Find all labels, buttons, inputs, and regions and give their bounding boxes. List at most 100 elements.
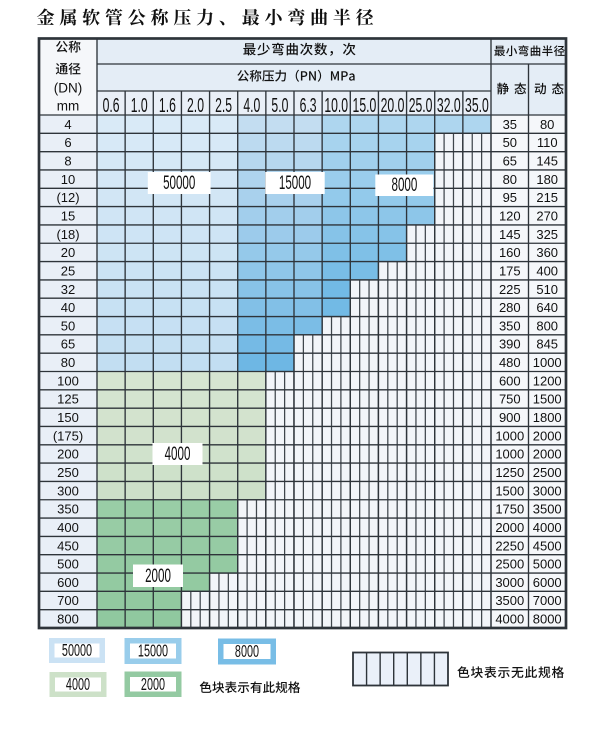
svg-text:6000: 6000 <box>533 575 562 590</box>
svg-text:20.0: 20.0 <box>381 94 405 117</box>
svg-text:(175): (175) <box>53 428 83 443</box>
svg-text:110: 110 <box>537 135 558 150</box>
svg-text:1.6: 1.6 <box>159 94 176 117</box>
svg-text:32: 32 <box>61 282 75 297</box>
svg-text:6: 6 <box>64 135 71 150</box>
svg-text:750: 750 <box>499 392 521 407</box>
svg-text:225: 225 <box>499 282 521 297</box>
svg-text:4000: 4000 <box>495 612 524 627</box>
svg-text:15000: 15000 <box>138 642 168 661</box>
svg-text:400: 400 <box>57 520 79 535</box>
svg-text:215: 215 <box>536 190 558 205</box>
svg-text:4: 4 <box>64 117 71 132</box>
svg-text:120: 120 <box>499 209 521 224</box>
svg-text:(DN): (DN) <box>54 81 83 96</box>
svg-text:40: 40 <box>61 300 75 315</box>
svg-text:(12): (12) <box>56 190 79 205</box>
svg-text:50000: 50000 <box>62 642 92 661</box>
svg-text:350: 350 <box>499 318 521 333</box>
svg-text:1200: 1200 <box>533 373 562 388</box>
svg-text:65: 65 <box>61 337 75 352</box>
svg-text:280: 280 <box>499 300 521 315</box>
svg-text:4500: 4500 <box>533 538 562 553</box>
svg-text:3500: 3500 <box>495 593 524 608</box>
svg-text:390: 390 <box>499 337 521 352</box>
svg-text:2.5: 2.5 <box>215 94 232 117</box>
svg-text:3000: 3000 <box>495 575 524 590</box>
svg-text:10.0: 10.0 <box>324 94 348 117</box>
svg-text:65: 65 <box>503 154 517 169</box>
svg-text:7000: 7000 <box>533 593 562 608</box>
svg-text:95: 95 <box>503 190 517 205</box>
svg-text:80: 80 <box>540 117 554 132</box>
svg-text:1750: 1750 <box>495 502 524 517</box>
svg-text:800: 800 <box>57 612 79 627</box>
svg-text:3500: 3500 <box>533 502 562 517</box>
svg-text:80: 80 <box>61 355 75 370</box>
svg-text:2250: 2250 <box>495 538 524 553</box>
svg-text:700: 700 <box>57 593 79 608</box>
svg-text:8000: 8000 <box>235 643 259 662</box>
svg-text:150: 150 <box>57 410 79 425</box>
svg-text:450: 450 <box>57 538 79 553</box>
svg-text:2.0: 2.0 <box>187 94 204 117</box>
svg-text:5000: 5000 <box>533 557 562 572</box>
svg-text:145: 145 <box>536 154 558 169</box>
svg-text:4000: 4000 <box>66 676 90 695</box>
svg-text:100: 100 <box>57 373 79 388</box>
svg-text:15.0: 15.0 <box>353 94 377 117</box>
svg-text:200: 200 <box>57 447 79 462</box>
svg-text:10: 10 <box>61 172 75 187</box>
svg-text:2000: 2000 <box>141 675 165 694</box>
svg-text:1000: 1000 <box>495 447 524 462</box>
svg-text:500: 500 <box>57 557 79 572</box>
svg-text:0.6: 0.6 <box>103 94 120 117</box>
svg-text:2000: 2000 <box>145 566 171 587</box>
svg-text:8: 8 <box>64 154 71 169</box>
svg-text:1500: 1500 <box>533 392 562 407</box>
svg-text:640: 640 <box>536 300 558 315</box>
svg-text:2500: 2500 <box>533 465 562 480</box>
svg-text:6.3: 6.3 <box>300 94 317 117</box>
svg-text:2000: 2000 <box>533 447 562 462</box>
svg-text:1000: 1000 <box>533 355 562 370</box>
svg-text:160: 160 <box>499 245 521 260</box>
svg-text:4.0: 4.0 <box>243 94 260 117</box>
svg-text:360: 360 <box>536 245 558 260</box>
svg-text:15000: 15000 <box>279 173 311 194</box>
svg-text:8000: 8000 <box>392 176 418 197</box>
svg-text:5.0: 5.0 <box>271 94 288 117</box>
svg-text:(18): (18) <box>56 227 79 242</box>
svg-text:25: 25 <box>61 263 75 278</box>
svg-text:50: 50 <box>503 135 517 150</box>
svg-text:600: 600 <box>57 575 79 590</box>
svg-text:480: 480 <box>499 355 521 370</box>
svg-text:125: 125 <box>57 392 79 407</box>
svg-text:325: 325 <box>536 227 558 242</box>
svg-text:4000: 4000 <box>165 444 191 465</box>
svg-text:1250: 1250 <box>495 465 524 480</box>
svg-text:20: 20 <box>61 245 75 260</box>
svg-text:250: 250 <box>57 465 79 480</box>
svg-text:510: 510 <box>536 282 558 297</box>
svg-text:2500: 2500 <box>495 557 524 572</box>
svg-text:4000: 4000 <box>533 520 562 535</box>
svg-text:845: 845 <box>536 337 558 352</box>
svg-text:80: 80 <box>503 172 517 187</box>
svg-text:180: 180 <box>536 172 558 187</box>
svg-text:600: 600 <box>499 373 521 388</box>
svg-text:175: 175 <box>499 263 521 278</box>
svg-text:32.0: 32.0 <box>437 94 461 117</box>
svg-text:35.0: 35.0 <box>465 94 489 117</box>
svg-text:1800: 1800 <box>533 410 562 425</box>
svg-text:2000: 2000 <box>533 428 562 443</box>
svg-text:1.0: 1.0 <box>131 94 148 117</box>
svg-text:800: 800 <box>536 318 558 333</box>
svg-text:15: 15 <box>61 209 75 224</box>
svg-text:400: 400 <box>536 263 558 278</box>
svg-text:mm: mm <box>57 99 80 114</box>
svg-text:3000: 3000 <box>533 483 562 498</box>
svg-text:8000: 8000 <box>533 612 562 627</box>
svg-text:1000: 1000 <box>495 428 524 443</box>
svg-text:35: 35 <box>503 117 517 132</box>
